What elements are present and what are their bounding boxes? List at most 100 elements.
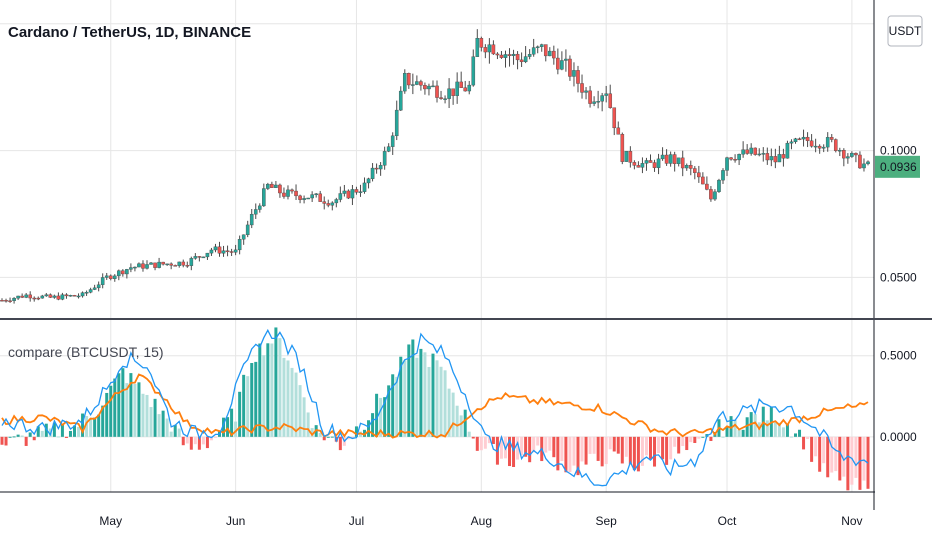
candle-body bbox=[262, 188, 266, 207]
candle-body bbox=[76, 295, 81, 298]
candle bbox=[84, 290, 89, 296]
candle bbox=[447, 78, 451, 109]
candle bbox=[112, 274, 117, 282]
histogram-bar bbox=[431, 353, 435, 437]
candle-body bbox=[608, 93, 613, 108]
histogram-bar bbox=[306, 412, 310, 437]
candle-body bbox=[213, 246, 218, 251]
histogram-bar bbox=[552, 436, 556, 458]
candle-body bbox=[342, 190, 347, 194]
time-label-6: Nov bbox=[841, 514, 862, 528]
candle-body bbox=[80, 292, 85, 297]
candle-body bbox=[547, 50, 552, 57]
histogram-bar bbox=[205, 436, 209, 449]
candle bbox=[817, 144, 822, 154]
candle-body bbox=[8, 300, 12, 302]
candle bbox=[507, 48, 512, 67]
last-price-tag bbox=[875, 155, 920, 178]
histogram-bar bbox=[403, 360, 407, 437]
indicator-lines bbox=[1, 328, 869, 487]
candle-body bbox=[628, 150, 633, 163]
candle-body bbox=[765, 153, 770, 161]
candle-body bbox=[789, 141, 794, 144]
candle-body bbox=[221, 250, 226, 254]
candle bbox=[237, 235, 242, 255]
candle bbox=[407, 72, 411, 89]
candle-body bbox=[757, 153, 762, 156]
histogram-bar bbox=[701, 436, 705, 438]
candle-body bbox=[793, 138, 798, 143]
candle-body bbox=[475, 38, 480, 57]
histogram-bar bbox=[338, 436, 342, 451]
candle-body bbox=[177, 261, 182, 266]
histogram-bar bbox=[753, 414, 757, 437]
candle bbox=[0, 298, 4, 302]
candle bbox=[137, 262, 141, 268]
candle-body bbox=[664, 154, 669, 164]
histogram-bar bbox=[28, 432, 32, 437]
histogram-bar bbox=[149, 407, 153, 437]
histogram-bar bbox=[197, 436, 201, 450]
candle-body bbox=[580, 83, 584, 93]
candle bbox=[76, 293, 81, 299]
histogram-bar bbox=[483, 436, 487, 449]
histogram-bar bbox=[584, 436, 588, 465]
candle bbox=[370, 163, 375, 182]
candle-body bbox=[600, 95, 604, 102]
histogram-bar bbox=[298, 385, 302, 437]
indicator-legend[interactable]: compare (BTCUSDT, 15) bbox=[8, 344, 164, 360]
histogram-bar bbox=[648, 436, 652, 460]
symbol-legend[interactable]: Cardano / TetherUS, 1D, BINANCE bbox=[8, 24, 252, 41]
candle-body bbox=[483, 47, 488, 53]
candle bbox=[729, 157, 733, 161]
candle-body bbox=[503, 54, 508, 58]
candle-body bbox=[644, 160, 649, 164]
candle bbox=[656, 153, 661, 175]
histogram-bar bbox=[391, 374, 395, 437]
candle-body bbox=[286, 189, 290, 197]
histogram-bar bbox=[560, 436, 564, 462]
histogram-bar bbox=[653, 436, 657, 467]
candle bbox=[487, 38, 492, 64]
candle-body bbox=[129, 267, 133, 270]
histogram-bar bbox=[133, 383, 137, 437]
histogram-bar bbox=[548, 436, 552, 451]
histogram-bar bbox=[709, 436, 713, 441]
histogram-bar bbox=[346, 436, 350, 440]
histogram-bar bbox=[81, 413, 85, 437]
candle-body bbox=[68, 295, 73, 297]
histogram-bar bbox=[141, 393, 145, 437]
candle-body bbox=[543, 44, 548, 57]
candle-body bbox=[463, 87, 468, 92]
histogram-bar bbox=[512, 436, 516, 467]
candle-body bbox=[350, 189, 355, 199]
candle-body bbox=[419, 81, 423, 86]
candle-body bbox=[0, 300, 4, 302]
candle-body bbox=[28, 294, 32, 299]
candle-body bbox=[672, 154, 677, 164]
candle-body bbox=[435, 85, 439, 98]
candle bbox=[785, 140, 790, 159]
candle bbox=[572, 62, 576, 87]
candle bbox=[709, 186, 713, 202]
candle bbox=[302, 195, 306, 204]
candle bbox=[753, 147, 758, 156]
histogram-bar bbox=[798, 429, 802, 437]
candle bbox=[153, 262, 157, 271]
histogram-bar bbox=[4, 436, 8, 446]
histogram-bar bbox=[254, 361, 258, 437]
candle bbox=[443, 95, 447, 104]
candle-body bbox=[338, 193, 343, 200]
candle-body bbox=[801, 136, 806, 140]
candle-body bbox=[733, 159, 737, 161]
candle-body bbox=[777, 154, 782, 163]
candle bbox=[362, 177, 367, 194]
candle bbox=[564, 49, 568, 72]
histogram-bar bbox=[0, 436, 4, 445]
candle bbox=[225, 245, 230, 257]
histogram-bar bbox=[270, 343, 274, 437]
candle bbox=[350, 185, 355, 206]
histogram-bar bbox=[842, 436, 846, 477]
candle bbox=[539, 43, 544, 52]
